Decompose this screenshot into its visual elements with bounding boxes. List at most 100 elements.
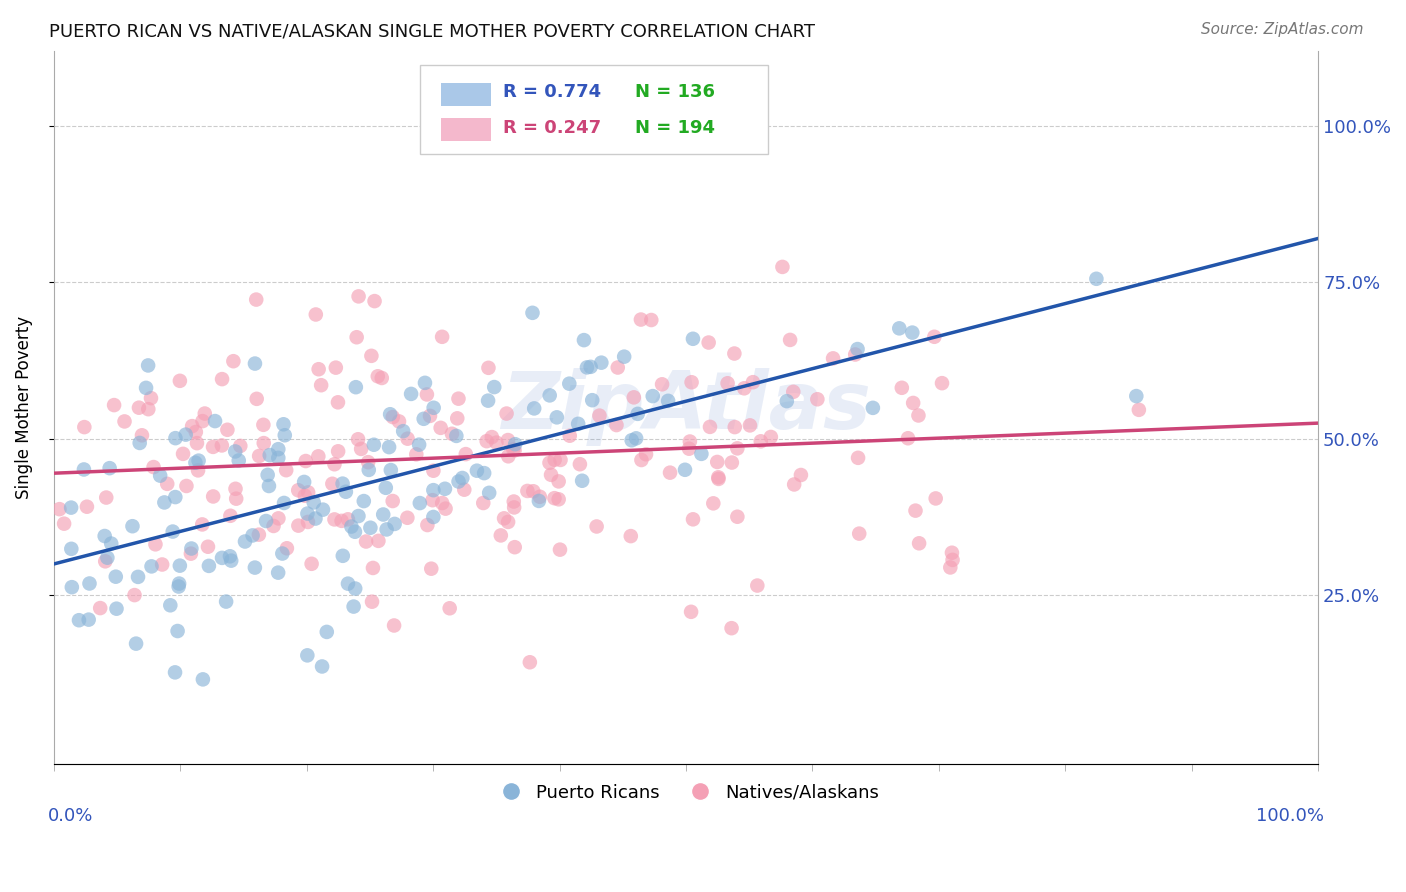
Point xyxy=(228,453,250,467)
Point xyxy=(276,541,298,556)
Point xyxy=(477,393,499,408)
Point xyxy=(634,447,657,461)
Point xyxy=(846,342,869,356)
Point xyxy=(523,401,546,416)
Point xyxy=(472,466,495,480)
Point xyxy=(484,380,506,394)
Point xyxy=(623,390,645,404)
Point xyxy=(335,484,357,499)
Point xyxy=(747,578,769,592)
Point xyxy=(388,414,411,428)
Point xyxy=(336,512,359,526)
Point xyxy=(453,483,475,497)
Point xyxy=(219,508,242,523)
Point xyxy=(716,376,738,391)
Point xyxy=(343,599,366,614)
Point xyxy=(142,460,165,475)
Point xyxy=(475,434,498,449)
Point xyxy=(465,464,488,478)
Point xyxy=(139,391,162,405)
Point xyxy=(202,440,225,454)
Point xyxy=(447,475,470,489)
Point xyxy=(125,637,148,651)
Point xyxy=(163,665,186,680)
Point xyxy=(346,330,368,344)
Point xyxy=(378,407,401,421)
Point xyxy=(699,420,721,434)
Point xyxy=(567,417,589,431)
Point xyxy=(219,554,242,568)
Point xyxy=(347,509,370,524)
Point xyxy=(725,509,748,524)
Point xyxy=(225,482,247,496)
Point xyxy=(408,437,430,451)
Point xyxy=(416,518,439,533)
Point xyxy=(733,381,755,395)
Point xyxy=(446,411,468,425)
Point xyxy=(422,493,444,508)
Point xyxy=(360,349,382,363)
Point xyxy=(392,424,415,438)
Point xyxy=(547,492,569,507)
Point xyxy=(790,468,813,483)
Point xyxy=(128,401,150,415)
Point xyxy=(354,534,377,549)
Point xyxy=(558,376,581,391)
Point xyxy=(862,401,884,415)
Point xyxy=(585,519,607,533)
Point xyxy=(384,516,406,531)
Point xyxy=(73,462,96,476)
Point xyxy=(605,418,627,433)
Point xyxy=(150,558,173,572)
Point xyxy=(89,601,111,615)
Point xyxy=(434,501,457,516)
Point xyxy=(430,496,453,510)
Point xyxy=(211,550,233,565)
Point xyxy=(127,570,149,584)
Point xyxy=(191,517,214,532)
Point xyxy=(770,260,793,274)
Point xyxy=(375,523,398,537)
Point xyxy=(323,457,346,471)
Point xyxy=(620,434,643,448)
Point xyxy=(153,495,176,509)
Text: R = 0.247: R = 0.247 xyxy=(503,119,600,136)
Point xyxy=(100,536,122,550)
Point xyxy=(363,294,385,309)
Point xyxy=(472,496,495,510)
Point xyxy=(273,496,295,510)
Point xyxy=(267,450,290,465)
Text: 0.0%: 0.0% xyxy=(48,807,93,825)
Point xyxy=(373,508,395,522)
Point xyxy=(527,494,550,508)
Point xyxy=(312,502,335,516)
Point xyxy=(347,289,370,303)
Point xyxy=(204,414,226,428)
Point xyxy=(925,491,948,506)
Point xyxy=(516,483,538,498)
Point xyxy=(547,475,569,489)
Y-axis label: Single Mother Poverty: Single Mother Poverty xyxy=(15,316,32,499)
Point xyxy=(149,468,172,483)
Point xyxy=(779,333,801,347)
Point xyxy=(706,455,728,469)
Point xyxy=(353,494,375,508)
Point xyxy=(702,496,724,510)
Point xyxy=(519,655,541,669)
Point xyxy=(246,392,269,406)
Point xyxy=(742,375,765,389)
Point xyxy=(591,356,613,370)
Point xyxy=(776,394,799,409)
Point xyxy=(359,521,381,535)
Point xyxy=(297,515,319,529)
Point xyxy=(326,395,349,409)
Point xyxy=(783,477,806,491)
Point xyxy=(211,438,233,452)
Point xyxy=(165,431,187,445)
Point xyxy=(538,388,561,402)
Point xyxy=(301,557,323,571)
Point xyxy=(581,393,603,408)
Point xyxy=(420,562,443,576)
Point xyxy=(481,430,503,444)
Point xyxy=(77,613,100,627)
